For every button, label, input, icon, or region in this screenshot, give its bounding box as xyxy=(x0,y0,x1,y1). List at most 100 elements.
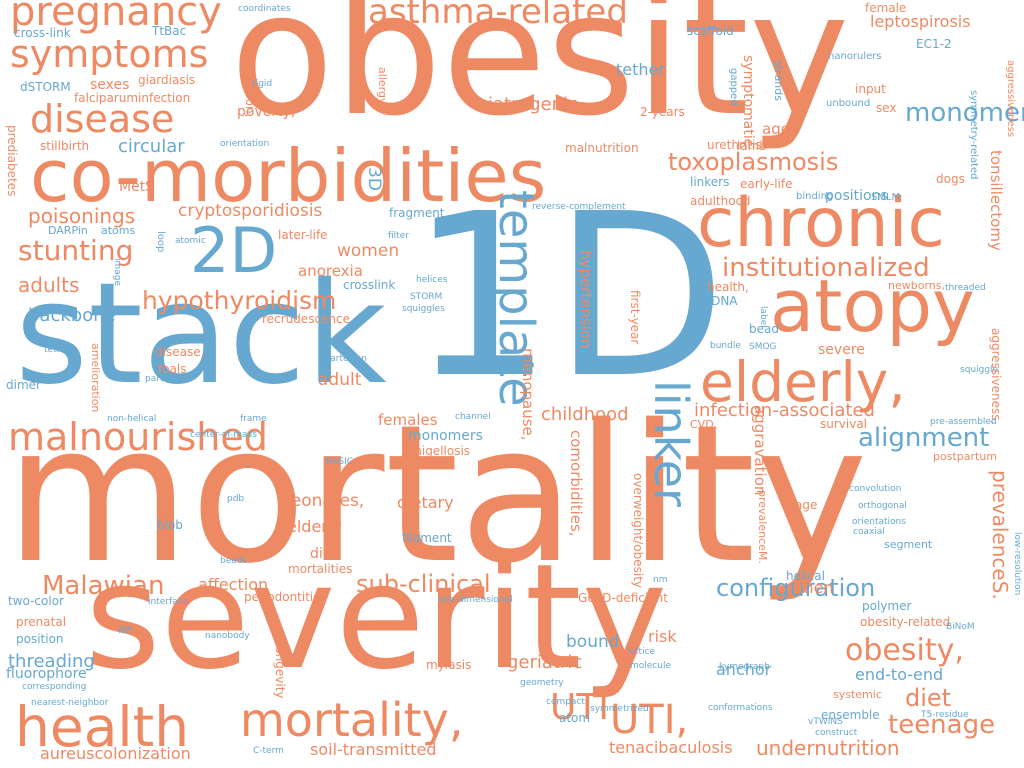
cloud-word: blob xyxy=(157,518,183,532)
cloud-word: hypertension xyxy=(577,250,595,349)
cloud-word: aggressiveness xyxy=(1005,60,1016,138)
cloud-word: helical xyxy=(786,569,825,583)
cloud-word: early-life xyxy=(740,177,793,191)
cloud-word: tether xyxy=(616,60,665,79)
cloud-word: coaxial xyxy=(853,527,885,537)
cloud-word: stillbirth xyxy=(40,139,90,153)
cloud-word: undernutrition xyxy=(756,736,900,760)
cloud-word: squiggle xyxy=(960,365,999,375)
cloud-word: lattice xyxy=(627,647,656,657)
cloud-word: cross-link xyxy=(14,26,71,40)
cloud-word: anorexia xyxy=(298,262,363,280)
cloud-word: segment xyxy=(884,538,933,551)
cloud-word: construct xyxy=(815,728,858,738)
cloud-word: molecule xyxy=(630,661,672,671)
cloud-word: linkers xyxy=(690,175,730,189)
cloud-word: unbound xyxy=(826,98,871,109)
cloud-word: falciparuminfection xyxy=(74,91,191,105)
cloud-word: prevalenceM. xyxy=(756,490,769,564)
cloud-word: bundle xyxy=(710,341,741,351)
cloud-word: filament xyxy=(402,531,452,545)
cloud-word: binding xyxy=(796,191,834,202)
cloud-word: prenatal xyxy=(16,615,67,629)
cloud-word: nm xyxy=(653,575,668,585)
cloud-word: longevity xyxy=(273,643,287,699)
cloud-word: later-life xyxy=(278,228,328,242)
cloud-word: crosslink xyxy=(343,278,396,292)
cloud-word: women xyxy=(337,241,400,261)
cloud-word: severe xyxy=(818,342,865,358)
cloud-word: menopause, xyxy=(519,348,537,441)
cloud-word: dimer xyxy=(6,378,41,392)
cloud-word: sexes xyxy=(90,77,130,93)
cloud-word: configuration xyxy=(716,574,876,602)
cloud-word: label xyxy=(758,306,768,328)
cloud-word: coordinates xyxy=(238,4,291,14)
cloud-word: 1D xyxy=(410,166,727,428)
cloud-word: females xyxy=(378,411,438,429)
cloud-word: aureuscolonization xyxy=(40,744,191,763)
cloud-word: allergy, xyxy=(376,67,389,108)
cloud-word: periodontitis, xyxy=(244,590,324,604)
cloud-word: risk xyxy=(648,627,677,646)
cloud-word: diet xyxy=(905,684,952,712)
cloud-word: atom xyxy=(559,711,591,725)
cloud-word: overweight/obesity xyxy=(631,473,645,588)
cloud-word: kymograph xyxy=(719,662,770,672)
cloud-word: survival xyxy=(820,417,868,431)
cloud-word: scaffold xyxy=(687,24,734,38)
cloud-word: compact xyxy=(546,697,585,707)
cloud-word: 2D xyxy=(190,214,278,287)
cloud-word: recrudescence xyxy=(262,312,351,326)
cloud-word: polymer xyxy=(862,599,912,613)
cloud-word: corresponding xyxy=(22,682,87,692)
cloud-word: pregnancy xyxy=(10,0,222,35)
cloud-word: threaded xyxy=(945,283,986,293)
cloud-word: nearest-neighbor xyxy=(31,698,109,708)
cloud-word: rigid xyxy=(252,79,273,89)
cloud-word: stack xyxy=(15,253,387,416)
cloud-word: soil-transmitted xyxy=(310,740,437,759)
cloud-word: symptoms xyxy=(10,32,209,76)
cloud-word: orientations xyxy=(852,517,906,527)
cloud-word: center-of-mass xyxy=(190,430,257,440)
cloud-word: bead xyxy=(749,322,779,336)
cloud-word: circular xyxy=(118,136,185,157)
cloud-word: systemic xyxy=(833,688,882,701)
cloud-word: oxDNA xyxy=(697,294,738,308)
cloud-word: symmetry-related xyxy=(968,90,979,180)
cloud-word: filter xyxy=(388,231,409,241)
cloud-word: dogs xyxy=(936,172,965,186)
cloud-word: toxoplasmosis xyxy=(668,148,839,176)
cloud-word: affection xyxy=(198,575,269,594)
cloud-word: age, xyxy=(762,120,795,138)
cloud-word: orthogonal xyxy=(858,501,907,511)
cloud-word: orientation xyxy=(220,139,270,149)
cloud-word: squiggles xyxy=(402,304,445,314)
cloud-word: aggravation xyxy=(751,405,769,496)
cloud-word: positions xyxy=(825,188,888,204)
cloud-word: end-to-end xyxy=(855,665,944,684)
cloud-word: female xyxy=(865,1,907,15)
cloud-word: tethers xyxy=(44,345,77,355)
cloud-word: age xyxy=(795,498,818,512)
cloud-word: image xyxy=(112,258,122,287)
cloud-word: linker xyxy=(644,380,698,507)
cloud-word: mortality xyxy=(5,384,868,605)
cloud-word: TtBac xyxy=(152,24,187,38)
cloud-word: men xyxy=(798,578,834,597)
cloud-word: pdb xyxy=(227,494,245,504)
cloud-word: bound xyxy=(566,632,620,652)
cloud-word: neonates, xyxy=(280,491,365,511)
cloud-word: severity xyxy=(85,533,668,702)
cloud-word: urethritis xyxy=(707,138,762,152)
cloud-word: malnourished xyxy=(8,415,268,459)
cloud-word: iBP xyxy=(118,626,133,636)
cloud-word: leptospirosis xyxy=(870,12,971,31)
cloud-word: shigellosis xyxy=(408,444,471,458)
cloud-word: cryptosporidiosis xyxy=(178,201,323,221)
cloud-word: STORM xyxy=(410,292,443,302)
cloud-word: monomer xyxy=(905,98,1024,128)
cloud-word: comorbidities, xyxy=(567,430,585,537)
cloud-word: tenacibaculosis xyxy=(609,738,733,757)
